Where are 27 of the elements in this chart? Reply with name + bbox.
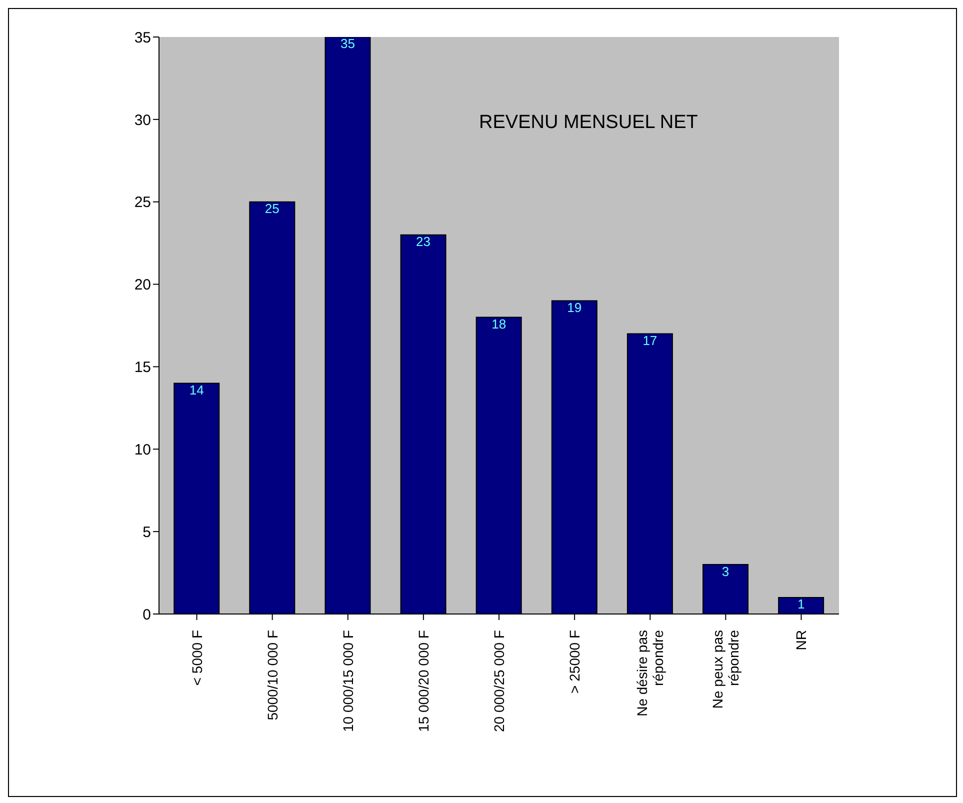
data-label: 17 [642, 332, 658, 348]
y-tick-label: 0 [142, 606, 151, 624]
data-label: 25 [264, 201, 280, 216]
y-tick-label: 10 [134, 441, 151, 458]
x-tick-label: 5000/10 000 F [264, 630, 280, 720]
y-tick-label: 15 [134, 359, 151, 376]
x-tick-label: < 5000 F [188, 630, 205, 686]
x-tick-label: Ne peux pas répondre [710, 630, 742, 709]
x-tick-label: NR [793, 630, 810, 650]
data-label: 14 [189, 382, 204, 398]
data-label: 18 [492, 316, 506, 332]
x-tick-label: 20 000/25 000 F [491, 630, 507, 732]
y-tick-label: 30 [134, 112, 151, 129]
data-label: 3 [722, 564, 730, 579]
x-tick-label: > 25000 F [566, 630, 583, 694]
y-tick-label: 20 [134, 276, 151, 294]
data-label: 23 [416, 234, 431, 250]
x-tick-label: 10 000/15 000 F [340, 630, 356, 732]
y-tick-label: 25 [134, 194, 151, 212]
x-tick-label: Ne désire pas répondre [634, 630, 666, 716]
x-tick-label: 15 000/20 000 F [415, 630, 432, 732]
data-label: 19 [567, 300, 582, 315]
data-label: 35 [340, 36, 355, 52]
y-tick-label: 5 [142, 524, 151, 541]
y-tick-label: 35 [134, 29, 151, 46]
data-label: 1 [797, 596, 805, 612]
text: REVENU MENSUEL NET [479, 112, 698, 134]
